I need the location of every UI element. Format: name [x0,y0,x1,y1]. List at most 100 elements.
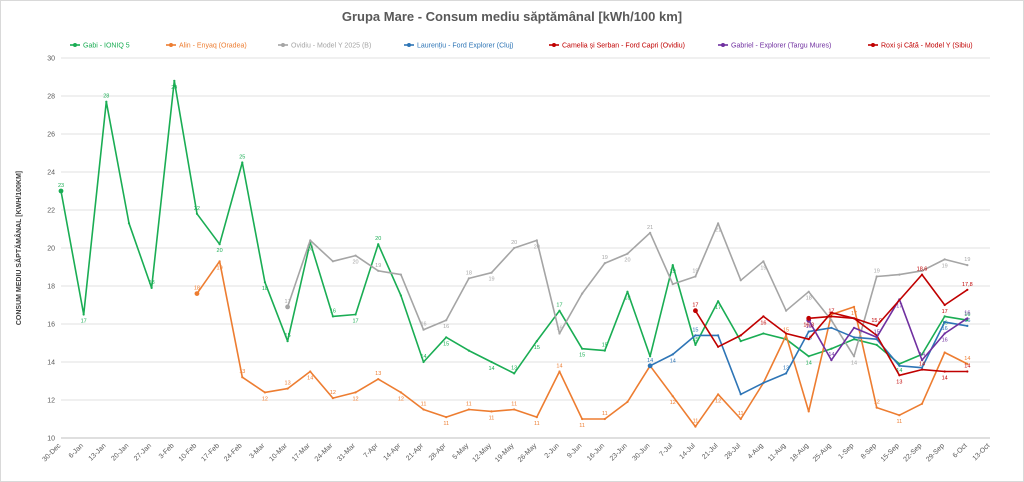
data-label: 20 [307,246,313,252]
data-label: 14 [556,364,562,370]
data-label: 15 [692,337,698,343]
series-4: 17 16 13 14 14 14 [692,303,970,386]
data-point [195,212,199,215]
data-point [762,260,765,263]
data-point [943,303,946,307]
data-label: 15 [874,329,880,335]
data-point [830,326,833,329]
data-label: 15 [534,345,540,351]
data-point [762,332,765,335]
data-point [354,313,357,316]
data-point [263,281,267,284]
legend-label: Camelia și Serban - Ford Capri (Ovidiu) [562,43,685,50]
data-label: 11 [466,402,472,408]
y-axis: 10 12 14 16 18 20 22 24 26 28 30 [47,56,55,443]
data-point [263,391,267,394]
data-point [762,315,765,318]
data-point [399,273,402,276]
data-point [739,340,742,343]
data-point [490,410,493,413]
data-point [875,275,878,278]
data-point [966,370,969,373]
data-point [920,273,924,276]
data-point [920,359,924,362]
data-label: 16 [443,324,449,330]
data-label: 17,8 [962,282,973,288]
legend-label: Ovidiu - Model Y 2025 (B) [291,43,371,50]
data-point [943,332,946,335]
data-point [694,343,697,346]
data-point [82,313,85,316]
data-label: 19 [602,255,608,261]
data-label: 11 [534,421,540,427]
data-label: 11 [579,423,585,429]
data-point [558,370,561,373]
data-point [535,239,538,242]
data-point [581,417,584,421]
data-point [762,381,765,384]
legend-label: Laurențiu - Ford Explorer (Cluj) [417,43,513,50]
data-point [399,294,402,297]
data-point [943,351,946,354]
data-label: 15 [783,327,789,333]
data-point [875,343,878,346]
data-point [920,368,924,371]
data-label: 17 [692,303,698,309]
data-point [173,79,176,82]
y-tick-label: 22 [47,208,55,215]
data-point [581,347,584,350]
data-point [377,269,380,272]
data-point [716,393,720,396]
data-point [716,222,720,225]
data-point [898,414,901,417]
data-point [626,252,629,255]
data-label: 18 [466,270,472,276]
data-label: 16 [964,310,970,316]
data-label: 11 [511,402,517,408]
data-label: 20 [534,244,540,250]
data-point [716,345,720,348]
data-point [422,408,425,411]
data-label: 20 [511,240,517,246]
data-point [966,362,969,365]
data-point [490,271,493,274]
data-point [830,347,833,350]
data-point [943,258,946,261]
data-point [920,402,924,405]
data-label: 15 [285,333,291,339]
data-label: 13 [783,365,789,371]
data-point [716,300,720,303]
data-point [852,338,856,341]
data-point [513,408,516,411]
data-point [898,364,901,367]
legend: Gabi - IONIQ 5 Alin - Enyaq (Oradea) Ovidi… [70,43,973,50]
data-label: 11 [421,402,427,408]
series-line [808,298,968,361]
data-point [806,315,812,321]
data-point [467,408,470,411]
data-point [966,288,969,291]
data-label: 16 [964,312,970,318]
data-point [649,355,652,358]
data-point [354,254,357,257]
legend-marker [73,43,77,47]
data-label: 16 [942,326,948,332]
data-point [603,417,606,421]
data-point [830,319,833,322]
data-label: 16 [760,320,766,326]
data-point [739,393,742,396]
data-point [966,324,969,327]
data-label: 17 [81,319,87,325]
data-point [331,315,335,318]
data-point [286,340,289,343]
chart-title: Grupa Mare - Consum mediu săptămânal [kW… [342,9,682,24]
data-point [875,406,878,409]
data-point [558,309,561,312]
data-point [716,334,720,337]
data-point [422,328,425,331]
data-point [739,417,742,421]
data-point [581,292,584,295]
data-label: 14 [488,366,494,372]
